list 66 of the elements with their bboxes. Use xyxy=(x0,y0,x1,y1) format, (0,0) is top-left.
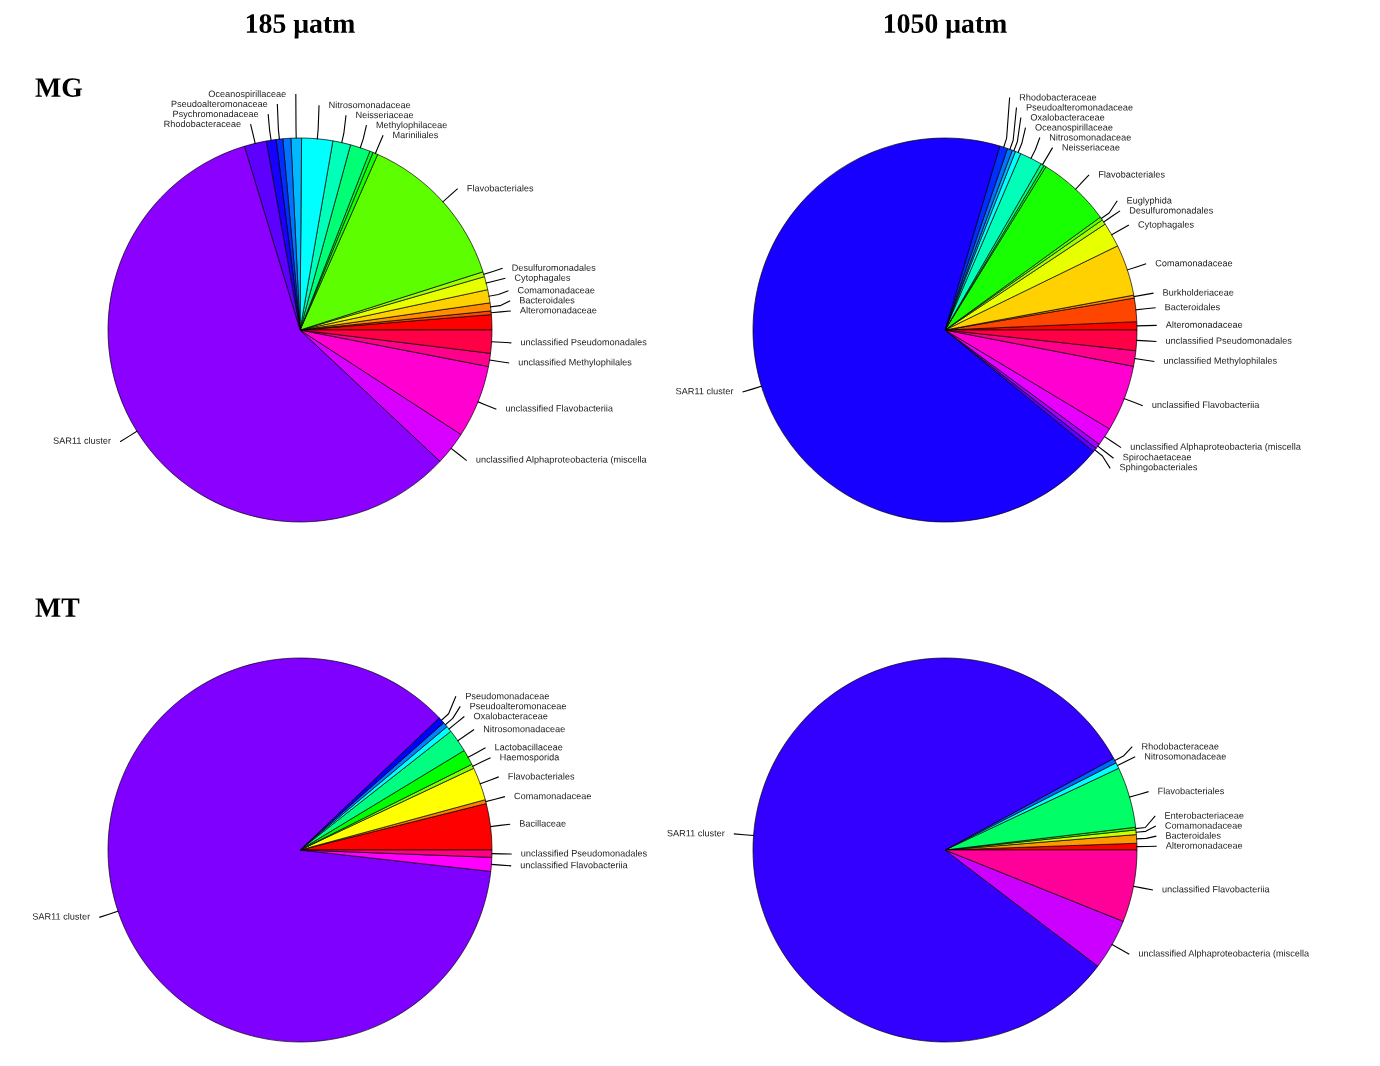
slice-label: Comamonadaceae xyxy=(1155,259,1233,267)
slice-label: unclassified Flavobacteriia xyxy=(1152,401,1260,408)
slice-label: Comamonadaceae xyxy=(517,286,595,294)
slice-label: Cytophagales xyxy=(1138,220,1194,230)
slice-label: unclassified Pseudomonadales xyxy=(521,849,647,857)
slice-label: SAR11 cluster xyxy=(675,387,734,395)
slice-label: Burkholderiaceae xyxy=(1163,288,1234,296)
slice-label: Spirochaetaceae xyxy=(1123,453,1192,463)
slice-label: unclassified Pseudomonadales xyxy=(1166,337,1292,344)
slice-label: Flavobacteriales xyxy=(508,772,575,780)
chart-subtitle: MT xyxy=(35,598,80,617)
slice-label: unclassified Methylophilales xyxy=(518,358,632,368)
slice-label: Pseudomonadaceae xyxy=(466,692,549,700)
slice-label: Bacillaceae xyxy=(519,819,566,827)
slice-label: Psychromonadaceae xyxy=(173,110,259,119)
slice-label: Rhodobacteraceae xyxy=(164,120,241,128)
slice-label: Desulfuromonadales xyxy=(1129,206,1213,214)
slice-label: Flavobacteriales xyxy=(467,184,534,192)
slice-label: Euglyphida xyxy=(1127,196,1172,206)
slice-label: Desulfuromonadales xyxy=(512,264,596,271)
slice-label: unclassified Flavobacteriia xyxy=(1162,885,1270,893)
slice-label: Flavobacteriales xyxy=(1158,787,1225,795)
slice-label: Haemosporida xyxy=(500,753,560,763)
slice-label: Neisseriaceae xyxy=(1062,143,1120,151)
slice-label: Rhodobacteraceae xyxy=(1019,93,1097,101)
slice-label: Alteromonadaceae xyxy=(1165,321,1243,328)
slice-label: unclassified Flavobacteriia xyxy=(520,861,628,869)
slice-label: unclassified Flavobacteriia xyxy=(506,404,613,412)
slice-label: Neisseriaceae xyxy=(356,111,414,119)
slice-label: Nitrosomonadaceae xyxy=(329,101,411,109)
slice-label: Pseudoalteromonaceae xyxy=(171,100,268,108)
slice-label: SAR11 cluster xyxy=(667,829,725,837)
slice-label: Bacteroidales xyxy=(520,296,575,304)
slice-label: Rhodobacteraceae xyxy=(1142,742,1219,750)
slice-label: Comamonadaceae xyxy=(1165,822,1242,829)
slice-label: Comamonadaceae xyxy=(514,792,592,800)
slice-label: Lactobacillaceae xyxy=(495,743,563,751)
slice-label: Pseudoalteromonadaceae xyxy=(1026,103,1133,111)
slice-label: Nitrosomonadaceae xyxy=(1145,752,1226,760)
slice-label: Bacteroidales xyxy=(1165,303,1220,311)
slice-label: Sphingobacteriales xyxy=(1119,463,1198,473)
slice-label: Nitrosomonadaceae xyxy=(1049,133,1131,141)
slice-label: Methylophilaceae xyxy=(376,121,447,131)
slice-label: unclassified Methylophilales xyxy=(1164,357,1277,366)
slice-label: unclassified Alphaproteobacteria (miscella xyxy=(1138,949,1310,959)
slice-label: Pseudoalteromonaceae xyxy=(470,702,567,710)
slice-label: Alteromonadaceae xyxy=(1165,842,1243,849)
chart-title: 1050 μatm xyxy=(884,14,1007,39)
slice-label: unclassified Pseudomonadales xyxy=(521,338,647,346)
slice-label: unclassified Alphaproteobacteria (miscella xyxy=(476,455,647,465)
slice-label: Mariniliales xyxy=(393,131,439,139)
slice-label: unclassified Alphaproteobacteria (miscella xyxy=(1130,443,1301,452)
slice-label: Cytophagales xyxy=(514,274,571,283)
slice-label: SAR11 cluster xyxy=(53,437,111,444)
slice-label: Bacteroidales xyxy=(1166,832,1221,839)
chart-subtitle: MG xyxy=(35,78,83,97)
slice-label: Oceanospirillaceae xyxy=(208,90,286,99)
slice-label: SAR11 cluster xyxy=(32,912,91,920)
slice-label: Nitrosomonadaceae xyxy=(483,725,565,733)
slice-label: Oxalobacteraceae xyxy=(473,712,548,720)
slice-label: Alteromonadaceae xyxy=(519,306,597,314)
slice-label: Flavobacteriales xyxy=(1099,170,1165,178)
slice-label: Oceanospirillaceae xyxy=(1035,123,1113,133)
slice-label: Enterobacteriaceae xyxy=(1165,812,1244,819)
chart-title: 185 μatm xyxy=(246,14,355,39)
slice-label: Oxalobacteraceae xyxy=(1030,113,1105,121)
